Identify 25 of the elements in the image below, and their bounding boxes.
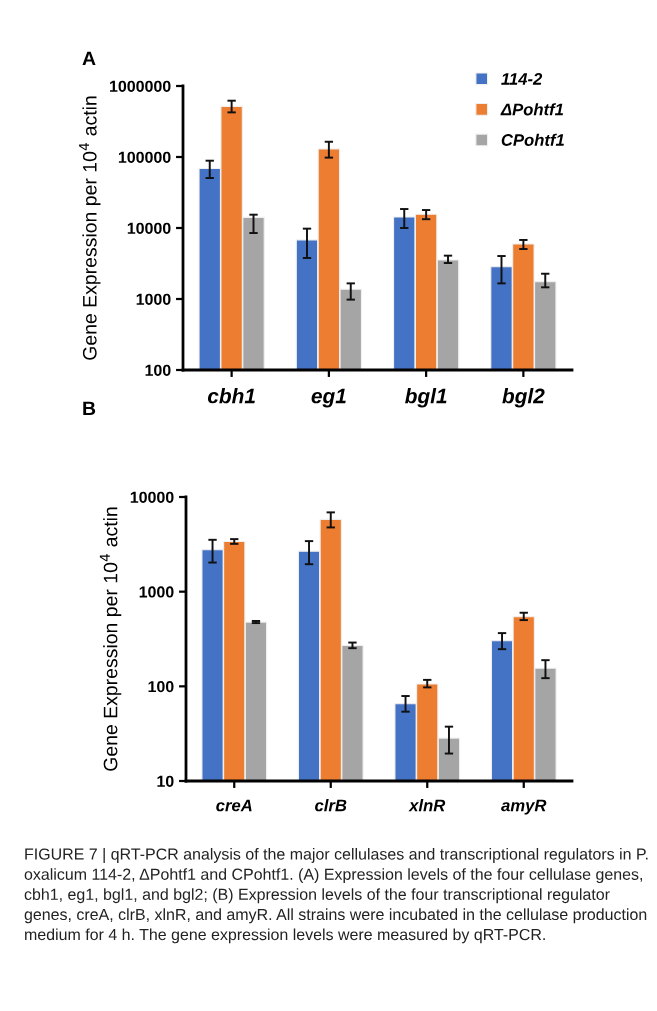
y-tick-label: 1000000 [110, 80, 171, 92]
y-tick-label: 10000 [127, 222, 171, 234]
legend-label: 114-2 [501, 73, 543, 85]
x-tick-label: eg1 [311, 388, 346, 408]
x-tick-label: creA [216, 799, 252, 812]
y-axis-title: Gene Expression per 10$^{4}$ actin [99, 507, 122, 771]
x-tick-label: cbh1 [207, 388, 255, 404]
chart-title: A [82, 51, 96, 66]
y-tick-label: 10000 [130, 491, 174, 503]
y-tick-label: 100000 [118, 151, 171, 163]
y-tick-label: 10 [157, 775, 174, 787]
x-tick-label: bgl2 [502, 388, 545, 408]
x-tick-label: amyR [501, 799, 547, 815]
y-tick-label: 1000 [139, 586, 174, 598]
y-tick-label: 100 [145, 364, 171, 376]
legend-label: CPohtf1 [501, 133, 564, 146]
y-tick-label: 1000 [136, 293, 171, 305]
x-tick-label: xlnR [408, 799, 446, 812]
x-tick-label: bgl1 [405, 388, 447, 408]
y-axis-title: Gene Expression per 10$^{4}$ actin [79, 96, 101, 360]
y-tick-label: 100 [148, 680, 174, 693]
legend-label: ΔPohtf1 [500, 103, 564, 116]
chart-title: B [83, 401, 96, 416]
caption: FIGURE 7 | qRT-PCR analysis of the major cellulases and transcriptional regulators in P. oxalicum 114-2, ΔPohtf1 and CPohtf1. (A) Expression levels of the four cellulase genes, cbh1, eg1, bgl1, and bgl2; (B) Expression levels of the four transcriptional regulator genes, creA, clrB, xlnR, and amyR. All strains were incubated in the cellulase production medium for 4 h. The gene expression levels were measured by qRT-PCR. [24, 848, 648, 944]
x-tick-label: clrB [315, 799, 347, 812]
